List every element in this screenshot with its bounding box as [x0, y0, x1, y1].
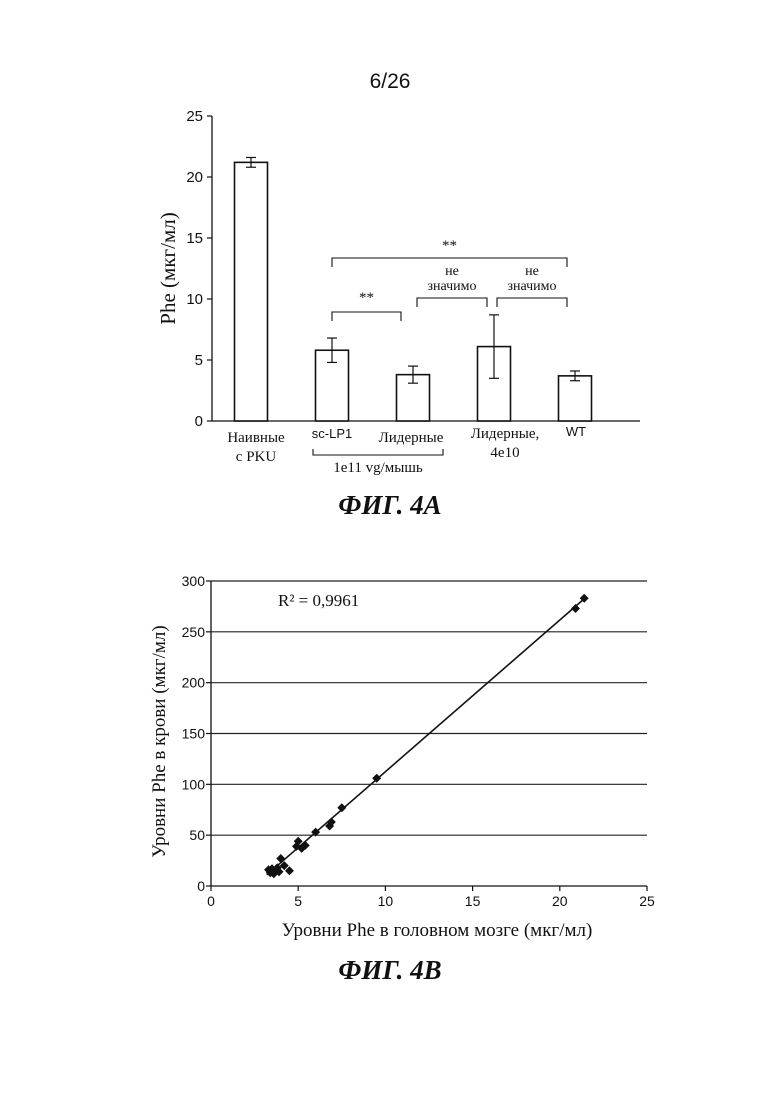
y-tick-label: 100: [182, 776, 206, 792]
data-point: [337, 803, 346, 812]
data-point: [571, 604, 580, 613]
y-axis-label: Уровни Phe в крови (мкг/мл): [149, 625, 170, 857]
scatter-grid: [211, 581, 647, 835]
y-tick-label: 50: [189, 827, 205, 843]
figure-caption-4b: ФИГ. 4B: [0, 955, 780, 986]
x-tick-label: 5: [294, 893, 302, 909]
y-tick-label: 200: [182, 675, 206, 691]
y-tick-label: 0: [197, 878, 205, 894]
x-tick-label: 10: [378, 893, 394, 909]
x-axis-label: Уровни Phe в головном мозге (мкг/мл): [282, 920, 593, 941]
x-tick-label: 0: [207, 893, 215, 909]
x-tick-label: 25: [639, 893, 655, 909]
x-tick-label: 20: [552, 893, 568, 909]
scatter-chart-phe: 0 50 100 150 200 250 300 0 5 10 15 20 25 Уровни Phe в…: [0, 0, 780, 960]
y-tick-label: 300: [182, 573, 206, 589]
x-tick-label: 15: [465, 893, 481, 909]
r-squared-annotation: R² = 0,9961: [278, 591, 359, 610]
y-tick-label: 250: [182, 624, 206, 640]
y-tick-label: 150: [182, 726, 206, 742]
